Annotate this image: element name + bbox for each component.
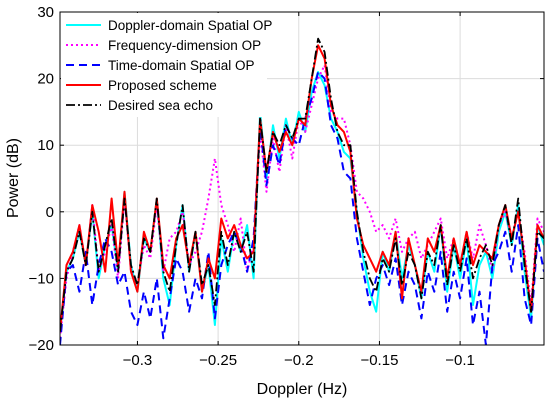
y-tick-label: 30	[37, 4, 54, 21]
x-tick-label: −0.25	[199, 352, 237, 369]
y-tick-label: 10	[37, 137, 54, 154]
y-tick-label: 20	[37, 71, 54, 88]
y-tick-label: −10	[29, 270, 54, 287]
series-group	[60, 37, 544, 345]
legend: Doppler-domain Spatial OP Frequency-dimen…	[61, 13, 272, 117]
legend-label: Proposed scheme	[108, 78, 217, 93]
x-tick-label: −0.3	[123, 352, 153, 369]
legend-label: Time-domain Spatial OP	[108, 58, 255, 73]
x-tick-label: −0.2	[284, 352, 314, 369]
x-axis-label: Doppler (Hz)	[257, 381, 348, 398]
legend-label: Frequency-dimension OP	[108, 38, 261, 53]
y-axis-label: Power (dB)	[5, 138, 22, 218]
y-axis: −20 −10 0 10 20 30	[29, 4, 544, 354]
x-tick-label: −0.1	[445, 352, 475, 369]
legend-label: Desired sea echo	[108, 98, 213, 113]
legend-label: Doppler-domain Spatial OP	[108, 18, 272, 33]
series-line-5	[60, 37, 544, 332]
series-line-4	[60, 44, 544, 332]
plot-frame	[59, 11, 545, 346]
series-line-3	[60, 70, 544, 345]
y-tick-label: −20	[29, 337, 54, 354]
y-tick-label: 0	[46, 204, 54, 221]
x-axis: −0.3 −0.25 −0.2 −0.15 −0.1	[123, 12, 475, 369]
x-tick-label: −0.15	[360, 352, 398, 369]
